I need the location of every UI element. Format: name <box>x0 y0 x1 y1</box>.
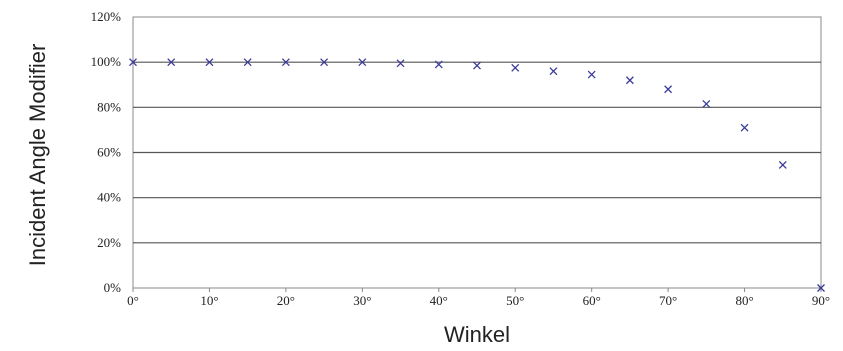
data-point <box>205 58 214 67</box>
y-tick-label: 100% <box>91 54 122 69</box>
data-point <box>167 58 176 67</box>
data-point <box>473 61 481 70</box>
data-point <box>434 60 443 69</box>
y-tick-label: 0% <box>104 280 122 295</box>
x-axis-title: Winkel <box>444 322 510 347</box>
data-point <box>778 160 787 169</box>
x-tick-label: 30° <box>353 293 371 308</box>
y-axis-title: Incident Angle Modifier <box>25 44 50 267</box>
y-tick-label: 120% <box>91 9 122 24</box>
data-point <box>817 284 825 292</box>
x-tick-label: 10° <box>200 293 218 308</box>
x-tick-label: 0° <box>127 293 139 308</box>
data-point <box>587 70 596 79</box>
data-point <box>281 58 290 67</box>
data-point <box>625 76 634 85</box>
y-tick-label: 40% <box>97 190 121 205</box>
x-tick-label: 70° <box>659 293 677 308</box>
data-point <box>549 67 558 76</box>
x-tick-label: 60° <box>583 293 601 308</box>
x-tick-label: 20° <box>277 293 295 308</box>
y-tick-label: 80% <box>97 99 121 114</box>
x-tick-label: 40° <box>430 293 448 308</box>
data-point <box>740 123 749 132</box>
x-tick-label: 90° <box>812 293 830 308</box>
x-axis-ticks: 0° 10° 20° 30° 40° 50° 60° 70° 80° 90° <box>127 288 830 308</box>
data-point <box>511 63 520 72</box>
data-point <box>243 58 252 67</box>
data-points <box>129 58 825 292</box>
data-point <box>129 58 137 67</box>
y-tick-label: 20% <box>97 235 121 250</box>
y-axis-ticks: 0% 20% 40% 60% 80% 100% 120% <box>91 9 122 295</box>
x-tick-label: 50° <box>506 293 524 308</box>
y-tick-label: 60% <box>97 145 121 160</box>
data-point <box>320 58 329 67</box>
data-point <box>358 58 367 67</box>
data-point <box>702 99 711 108</box>
x-tick-label: 80° <box>735 293 753 308</box>
data-point <box>664 85 673 94</box>
data-point <box>396 59 405 68</box>
